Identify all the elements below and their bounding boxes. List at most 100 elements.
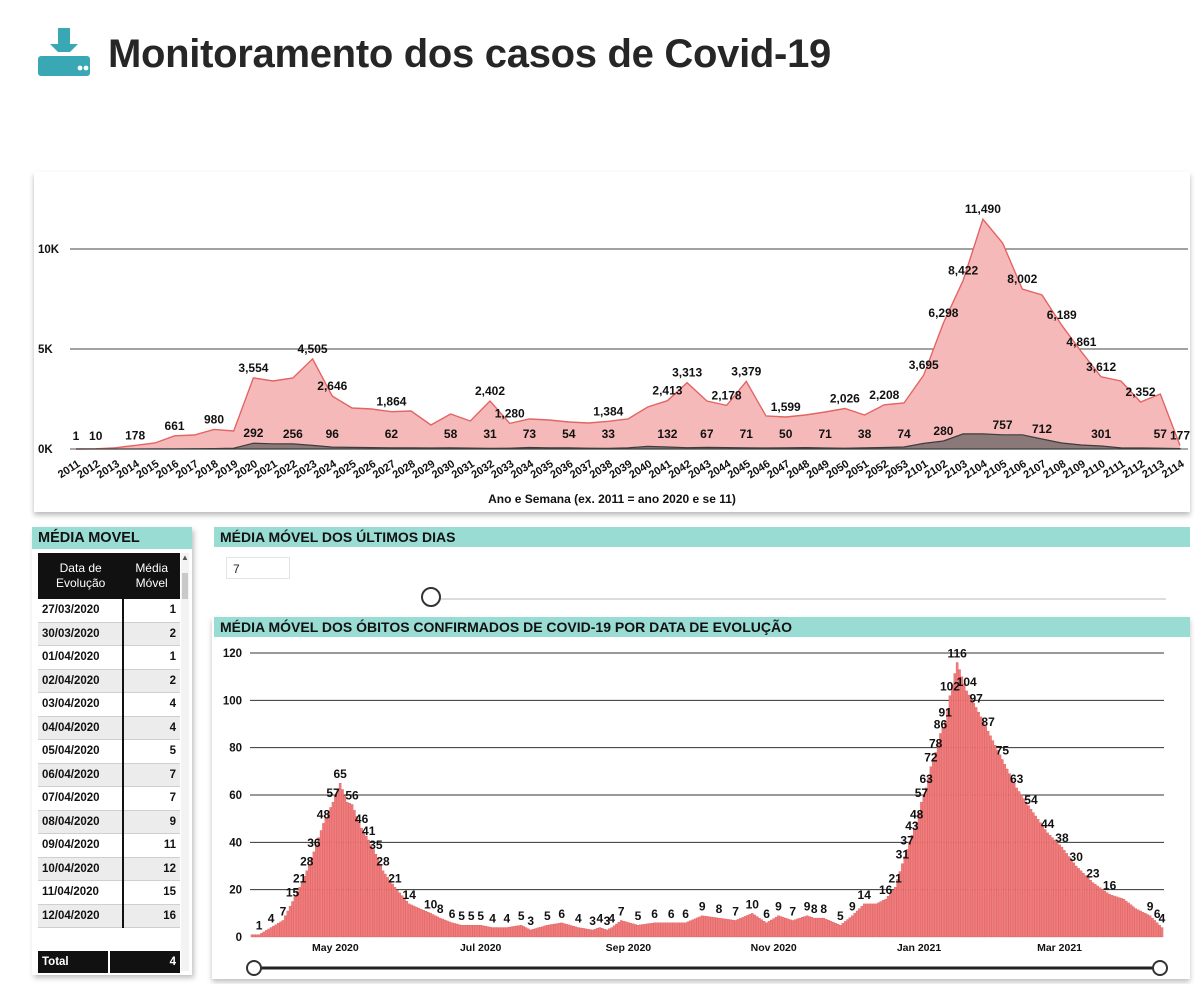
daily-bar[interactable] [963, 683, 966, 938]
daily-bar[interactable] [343, 795, 347, 938]
daily-bar[interactable] [529, 929, 532, 938]
daily-bar[interactable] [331, 801, 335, 938]
daily-bar[interactable] [677, 922, 680, 938]
daily-bar[interactable] [1060, 846, 1064, 938]
daily-bar[interactable] [703, 915, 706, 938]
daily-bar[interactable] [465, 925, 468, 938]
daily-bar[interactable] [505, 927, 509, 938]
daily-bar[interactable] [329, 807, 332, 938]
daily-bar[interactable] [836, 923, 840, 938]
table-row[interactable]: 09/04/2020 11 [38, 833, 180, 858]
daily-bar[interactable] [427, 912, 430, 938]
daily-bar[interactable] [686, 921, 690, 938]
daily-bar[interactable] [474, 925, 478, 938]
range-start-handle[interactable] [246, 960, 262, 976]
daily-bar[interactable] [1053, 839, 1057, 938]
table-row[interactable]: 05/04/2020 5 [38, 739, 180, 764]
daily-bar[interactable] [284, 915, 287, 938]
daily-bar[interactable] [334, 795, 337, 938]
daily-bar[interactable] [560, 922, 563, 938]
daily-bar[interactable] [667, 922, 671, 938]
table-row[interactable]: 07/04/2020 7 [38, 786, 180, 811]
daily-bar[interactable] [327, 812, 330, 938]
daily-bar[interactable] [643, 923, 647, 938]
daily-bar[interactable] [1029, 809, 1033, 938]
daily-bar[interactable] [627, 922, 630, 938]
daily-bar[interactable] [1101, 889, 1104, 938]
daily-bar[interactable] [929, 766, 933, 938]
daily-bar[interactable] [250, 934, 254, 938]
daily-bar[interactable] [734, 920, 737, 938]
daily-bar[interactable] [589, 929, 592, 938]
daily-bar[interactable] [410, 904, 413, 938]
daily-bar[interactable] [1148, 915, 1152, 938]
daily-bar[interactable] [1091, 882, 1095, 938]
table-row[interactable]: 12/04/2020 16 [38, 904, 180, 928]
daily-bar[interactable] [710, 916, 713, 938]
daily-bar[interactable] [991, 740, 995, 938]
daily-bar[interactable] [615, 923, 618, 938]
daily-bar[interactable] [417, 907, 420, 938]
daily-bar[interactable] [322, 823, 325, 938]
daily-bar[interactable] [319, 830, 323, 938]
daily-bar[interactable] [591, 929, 594, 938]
daily-bar[interactable] [748, 914, 752, 938]
daily-bar[interactable] [424, 911, 428, 938]
daily-bar[interactable] [405, 900, 409, 938]
daily-bar[interactable] [310, 857, 313, 938]
daily-bar[interactable] [665, 922, 668, 938]
daily-bar[interactable] [631, 923, 635, 938]
daily-bar[interactable] [660, 922, 663, 938]
daily-bar[interactable] [429, 913, 432, 938]
daily-bar[interactable] [1156, 922, 1159, 938]
daily-bar[interactable] [870, 903, 873, 938]
daily-bar[interactable] [901, 863, 904, 938]
daily-bar[interactable] [853, 913, 856, 938]
daily-bar[interactable] [684, 922, 687, 938]
daily-bar[interactable] [305, 870, 309, 938]
daily-bar[interactable] [369, 844, 373, 938]
daily-bar[interactable] [455, 923, 459, 938]
daily-bar[interactable] [1136, 909, 1140, 938]
daily-bar[interactable] [488, 926, 492, 938]
table-row[interactable]: 27/03/2020 1 [38, 599, 180, 623]
daily-bar[interactable] [672, 922, 675, 938]
daily-bar[interactable] [255, 934, 258, 938]
daily-bar[interactable] [1146, 914, 1149, 938]
days-slider-handle[interactable] [421, 587, 441, 607]
daily-bar[interactable] [908, 842, 911, 938]
daily-bar[interactable] [827, 919, 830, 938]
daily-bar[interactable] [436, 916, 440, 938]
daily-bar[interactable] [639, 924, 642, 938]
daily-bar[interactable] [746, 915, 749, 938]
daily-bar[interactable] [508, 926, 511, 938]
table-row[interactable]: 02/04/2020 2 [38, 669, 180, 693]
daily-bar[interactable] [1067, 856, 1071, 938]
table-scrollbar[interactable] [181, 553, 189, 971]
daily-bar[interactable] [779, 916, 783, 938]
daily-bar[interactable] [696, 917, 699, 938]
daily-bar[interactable] [596, 928, 599, 938]
daily-bar[interactable] [777, 915, 780, 938]
daily-bar[interactable] [860, 906, 864, 938]
daily-bar[interactable] [584, 928, 587, 938]
table-row[interactable]: 01/04/2020 1 [38, 645, 180, 670]
daily-bar[interactable] [932, 759, 935, 938]
daily-bar[interactable] [324, 817, 328, 938]
daily-bar[interactable] [758, 917, 761, 938]
daily-bar[interactable] [419, 908, 423, 938]
daily-bar[interactable] [312, 851, 316, 938]
daily-bar[interactable] [739, 918, 742, 938]
daily-bar[interactable] [1115, 896, 1118, 938]
daily-bar[interactable] [755, 916, 759, 938]
daily-bar[interactable] [398, 892, 401, 938]
daily-bar[interactable] [670, 922, 673, 938]
daily-bar[interactable] [467, 925, 471, 938]
daily-bar[interactable] [1025, 801, 1028, 938]
daily-bar[interactable] [760, 919, 764, 938]
daily-bar[interactable] [791, 920, 794, 938]
daily-bar[interactable] [267, 928, 270, 938]
daily-bar[interactable] [393, 887, 397, 938]
daily-bar[interactable] [820, 917, 823, 938]
daily-bar[interactable] [1086, 877, 1090, 938]
